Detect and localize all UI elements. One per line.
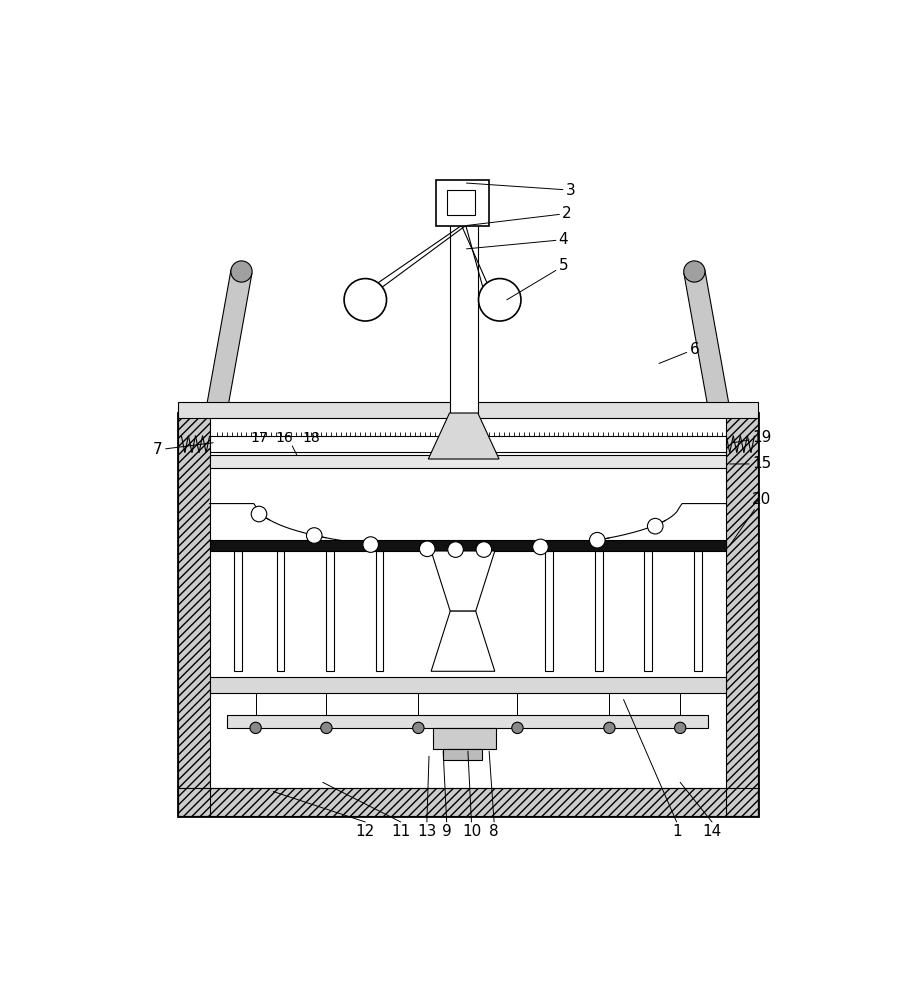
Bar — [178, 413, 210, 816]
Circle shape — [447, 542, 463, 557]
Bar — [726, 413, 758, 816]
Text: 9: 9 — [442, 824, 452, 839]
Bar — [433, 728, 497, 749]
Circle shape — [251, 506, 267, 522]
Bar — [436, 180, 489, 226]
Bar — [446, 190, 475, 215]
Text: 7: 7 — [153, 442, 214, 457]
Bar — [694, 551, 702, 671]
Circle shape — [250, 722, 261, 734]
Text: 2: 2 — [467, 206, 572, 226]
Bar — [210, 677, 726, 693]
Text: 17: 17 — [250, 431, 268, 445]
Circle shape — [413, 722, 424, 734]
Bar — [178, 413, 758, 816]
Bar — [375, 551, 383, 671]
Bar — [443, 749, 482, 760]
Text: 13: 13 — [417, 824, 436, 839]
Text: 14: 14 — [702, 824, 721, 839]
Polygon shape — [684, 270, 729, 411]
Text: 12: 12 — [356, 824, 375, 839]
Text: 10: 10 — [462, 824, 481, 839]
Circle shape — [590, 532, 605, 548]
Text: 4: 4 — [467, 232, 568, 249]
Text: 20: 20 — [729, 492, 771, 545]
Bar — [326, 551, 334, 671]
Circle shape — [476, 542, 491, 557]
Bar — [545, 551, 553, 671]
Bar — [645, 551, 652, 671]
Bar — [178, 788, 758, 816]
Circle shape — [419, 541, 435, 557]
Circle shape — [603, 722, 615, 734]
Bar — [234, 551, 242, 671]
Bar — [277, 551, 284, 671]
Circle shape — [320, 722, 332, 734]
Circle shape — [532, 539, 549, 555]
Bar — [178, 402, 758, 418]
Circle shape — [512, 722, 523, 734]
Bar — [595, 551, 603, 671]
Circle shape — [675, 722, 686, 734]
Text: 3: 3 — [467, 183, 575, 198]
Text: 6: 6 — [659, 342, 699, 363]
Text: 11: 11 — [391, 824, 410, 839]
Bar — [178, 788, 758, 816]
Bar — [210, 455, 726, 468]
Bar — [178, 413, 210, 816]
Circle shape — [684, 261, 705, 282]
Bar — [210, 436, 726, 452]
Text: 18: 18 — [302, 431, 320, 445]
Bar — [449, 208, 477, 413]
Text: 16: 16 — [275, 431, 293, 445]
Text: 15: 15 — [729, 456, 771, 471]
Bar — [210, 540, 726, 551]
Text: 1: 1 — [672, 824, 681, 839]
Text: 5: 5 — [507, 258, 568, 300]
Circle shape — [344, 279, 386, 321]
Bar — [227, 715, 708, 728]
Polygon shape — [431, 611, 495, 671]
Polygon shape — [428, 413, 499, 459]
Bar — [726, 413, 758, 816]
Polygon shape — [431, 551, 495, 611]
Circle shape — [231, 261, 252, 282]
Polygon shape — [210, 468, 726, 550]
Circle shape — [362, 537, 379, 552]
Circle shape — [478, 279, 521, 321]
Circle shape — [307, 528, 322, 543]
Text: 8: 8 — [489, 824, 498, 839]
Polygon shape — [206, 270, 252, 411]
Text: 19: 19 — [733, 430, 771, 445]
Circle shape — [647, 518, 663, 534]
